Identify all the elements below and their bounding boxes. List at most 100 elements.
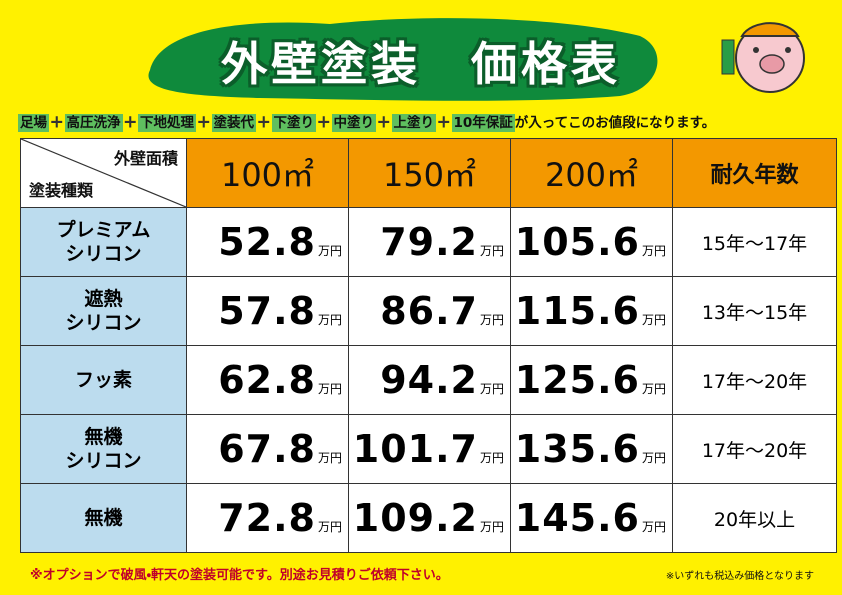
price-unit: 万円 <box>641 382 666 396</box>
type-name: 遮熱 シリコン <box>20 276 187 346</box>
table-row: プレミアム シリコン 52.8 万円 79.2 万円 105.6 万円 15年～17年 <box>20 207 837 277</box>
type-name-line: プレミアム <box>56 219 151 241</box>
includes-suffix: が入ってこのお値段になります。 <box>514 115 716 131</box>
separator: ＋ <box>50 115 64 132</box>
durability: 13年～15年 <box>672 276 837 346</box>
type-name-line: シリコン <box>65 243 142 265</box>
durability: 20年以上 <box>672 483 837 553</box>
price-unit: 万円 <box>479 382 504 396</box>
separator: ＋ <box>317 115 331 132</box>
separator: ＋ <box>123 115 137 132</box>
column-header: 100㎡ <box>186 138 349 208</box>
price-value: 67.8 <box>218 427 316 471</box>
price-value: 57.8 <box>218 289 316 333</box>
price-cell: 62.8 万円 <box>186 345 349 415</box>
price-value: 115.6 <box>514 289 640 333</box>
table-row: 無機 72.8 万円 109.2 万円 145.6 万円 20年以上 <box>20 483 837 553</box>
price-value: 109.2 <box>352 496 478 540</box>
durability: 15年～17年 <box>672 207 837 277</box>
includes-line: 足場＋高圧洗浄＋下地処理＋塗装代＋下塗り＋中塗り＋上塗り＋ 10年保証 が入ってこの… <box>18 111 716 132</box>
price-cell: 72.8 万円 <box>186 483 349 553</box>
type-name: 無機 シリコン <box>20 414 187 484</box>
price-unit: 万円 <box>479 313 504 327</box>
price-cell: 86.7 万円 <box>348 276 511 346</box>
include-item: 上塗り <box>391 114 436 132</box>
include-item: 塗装代 <box>211 114 256 132</box>
price-cell: 145.6 万円 <box>510 483 673 553</box>
price-unit: 万円 <box>317 313 342 327</box>
price-cell: 109.2 万円 <box>348 483 511 553</box>
price-cell: 125.6 万円 <box>510 345 673 415</box>
include-item: 高圧洗浄 <box>64 114 123 132</box>
corner-top: 外壁面積 <box>113 149 178 168</box>
price-cell: 105.6 万円 <box>510 207 673 277</box>
separator: ＋ <box>197 115 211 132</box>
price-unit: 万円 <box>317 382 342 396</box>
type-name-line: シリコン <box>65 312 142 334</box>
price-value: 86.7 <box>380 289 478 333</box>
durability: 17年～20年 <box>672 345 837 415</box>
type-name-line: 無機 <box>84 507 123 529</box>
title-decoration <box>148 18 805 101</box>
type-name-line: 無機 <box>84 426 123 448</box>
include-item: 10年保証 <box>451 114 515 132</box>
table-row: 遮熱 シリコン 57.8 万円 86.7 万円 115.6 万円 13年～15年 <box>20 276 837 346</box>
price-cell: 101.7 万円 <box>348 414 511 484</box>
type-name-line: 遮熱 <box>84 288 123 310</box>
price-value: 105.6 <box>514 220 640 264</box>
include-item: 足場 <box>18 114 49 132</box>
mascot <box>721 22 805 93</box>
title-brush <box>148 18 658 101</box>
separator: ＋ <box>257 115 271 132</box>
price-value: 145.6 <box>514 496 640 540</box>
type-name: フッ素 <box>20 345 187 415</box>
column-header: 200㎡ <box>510 138 673 208</box>
price-unit: 万円 <box>317 451 342 465</box>
durability: 17年～20年 <box>672 414 837 484</box>
column-header: 150㎡ <box>348 138 511 208</box>
include-item: 中塗り <box>331 114 376 132</box>
price-unit: 万円 <box>479 451 504 465</box>
price-value: 72.8 <box>218 496 316 540</box>
type-name-line: シリコン <box>65 450 142 472</box>
price-value: 101.7 <box>352 427 478 471</box>
price-unit: 万円 <box>317 244 342 258</box>
price-cell: 57.8 万円 <box>186 276 349 346</box>
title: 外壁塗装 価格表 <box>221 37 621 91</box>
price-value: 125.6 <box>514 358 640 402</box>
corner-cell: 外壁面積 塗装種類 <box>20 138 187 208</box>
price-cell: 79.2 万円 <box>348 207 511 277</box>
table-row: フッ素 62.8 万円 94.2 万円 125.6 万円 17年～20年 <box>20 345 837 415</box>
price-unit: 万円 <box>641 451 666 465</box>
include-item: 下塗り <box>271 114 316 132</box>
column-header: 耐久年数 <box>672 138 837 208</box>
price-value: 135.6 <box>514 427 640 471</box>
price-unit: 万円 <box>479 520 504 534</box>
price-cell: 67.8 万円 <box>186 414 349 484</box>
tax-note: ※いずれも税込み価格となります <box>665 571 814 582</box>
corner-diagonal <box>21 139 186 207</box>
price-value: 94.2 <box>380 358 478 402</box>
corner-bottom: 塗装種類 <box>29 181 94 200</box>
type-name-line: フッ素 <box>74 369 132 391</box>
price-value: 52.8 <box>218 220 316 264</box>
separator: ＋ <box>437 115 451 132</box>
price-cell: 52.8 万円 <box>186 207 349 277</box>
header-row: 外壁面積 塗装種類 100㎡ 150㎡ 200㎡ 耐久年数 <box>20 138 837 208</box>
type-name: プレミアム シリコン <box>20 207 187 277</box>
price-cell: 135.6 万円 <box>510 414 673 484</box>
price-unit: 万円 <box>641 520 666 534</box>
price-value: 62.8 <box>218 358 316 402</box>
price-table: 外壁面積 塗装種類 100㎡ 150㎡ 200㎡ 耐久年数 プレミアム シリコン 52.8 万円 7… <box>20 138 837 553</box>
separator: ＋ <box>377 115 391 132</box>
table-row: 無機 シリコン 67.8 万円 101.7 万円 135.6 万円 17年～20年 <box>20 414 837 484</box>
footer-note: ※オプションで破風・軒天の塗装可能です。別途お見積りご依頼下さい。 <box>30 568 449 583</box>
price-unit: 万円 <box>641 313 666 327</box>
price-cell: 115.6 万円 <box>510 276 673 346</box>
price-value: 79.2 <box>380 220 478 264</box>
price-cell: 94.2 万円 <box>348 345 511 415</box>
price-unit: 万円 <box>641 244 666 258</box>
price-unit: 万円 <box>479 244 504 258</box>
price-unit: 万円 <box>317 520 342 534</box>
